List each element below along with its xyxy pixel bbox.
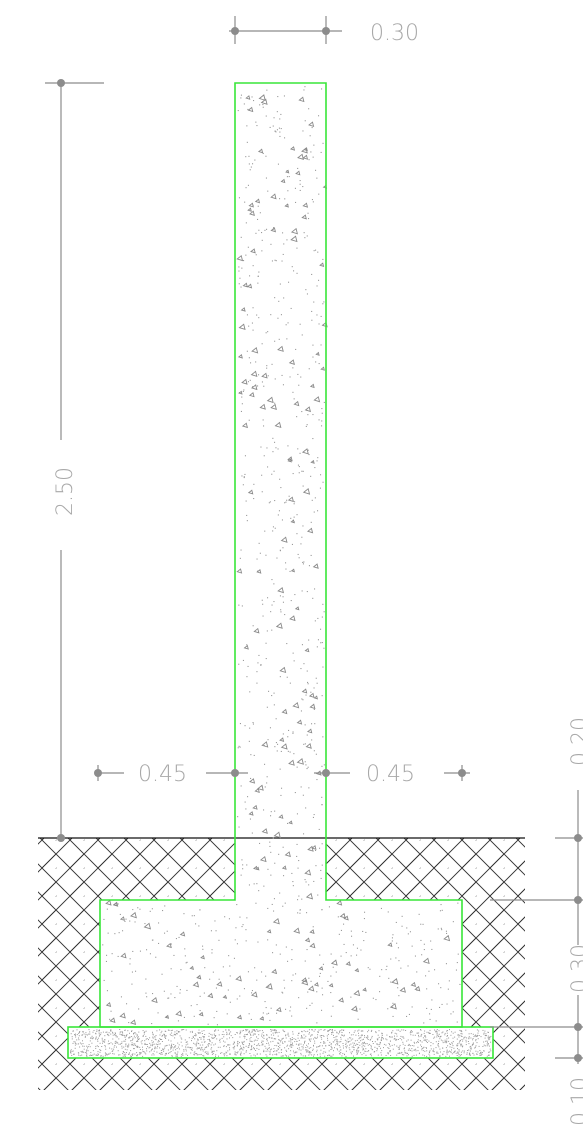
right-projection-label: 0.45 — [366, 762, 415, 787]
top-depth-label: 0.20 — [568, 717, 583, 766]
stem-height-dimension: 2.50 — [45, 79, 104, 842]
footing-thickness-label: 0.30 — [568, 944, 583, 993]
stem-width-label: 0.30 — [370, 21, 419, 46]
lean-concrete-outline — [67, 1026, 494, 1059]
lean-thickness-label: 0.10 — [568, 1077, 583, 1126]
stem-height-label: 2.50 — [53, 467, 78, 516]
lean-concrete-stipple — [70, 1029, 492, 1057]
stem-width-dimension: 0.30 — [229, 16, 419, 46]
footing-projection-dimension: 0.45 0.45 — [94, 762, 470, 787]
right-depth-dimensions: 0.20 0.30 0.10 — [490, 706, 583, 1126]
concrete-stipple — [102, 86, 461, 1026]
left-projection-label: 0.45 — [138, 762, 187, 787]
